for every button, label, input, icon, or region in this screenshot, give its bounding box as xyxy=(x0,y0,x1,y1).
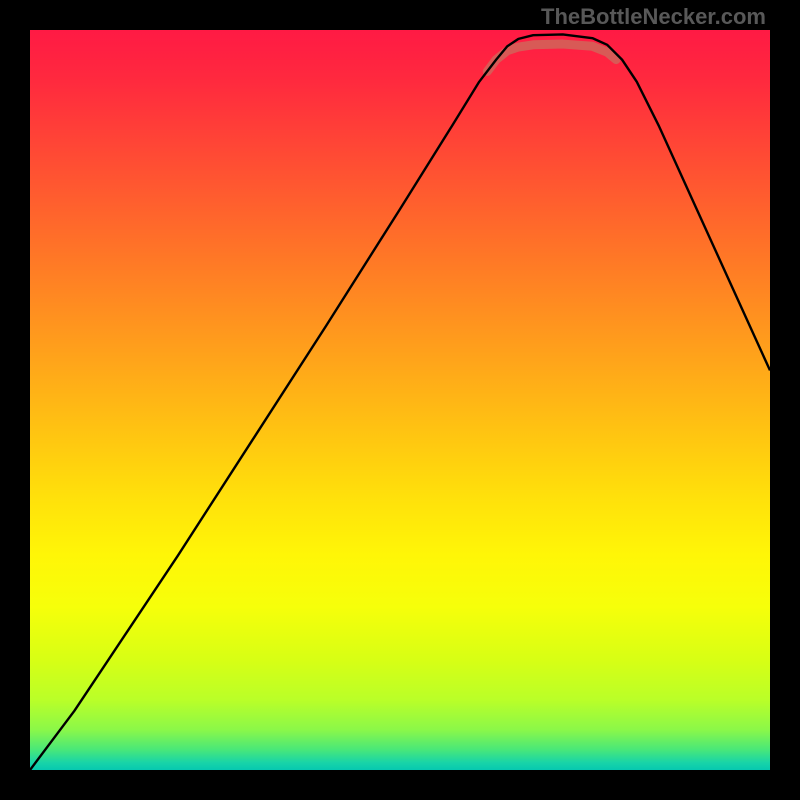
plot-area xyxy=(30,30,770,770)
bottleneck-curve xyxy=(30,34,770,770)
border-bottom xyxy=(0,770,800,800)
border-right xyxy=(770,0,800,800)
watermark-text: TheBottleNecker.com xyxy=(541,4,766,30)
chart-canvas: TheBottleNecker.com xyxy=(0,0,800,800)
border-left xyxy=(0,0,30,800)
chart-curves xyxy=(30,30,770,770)
